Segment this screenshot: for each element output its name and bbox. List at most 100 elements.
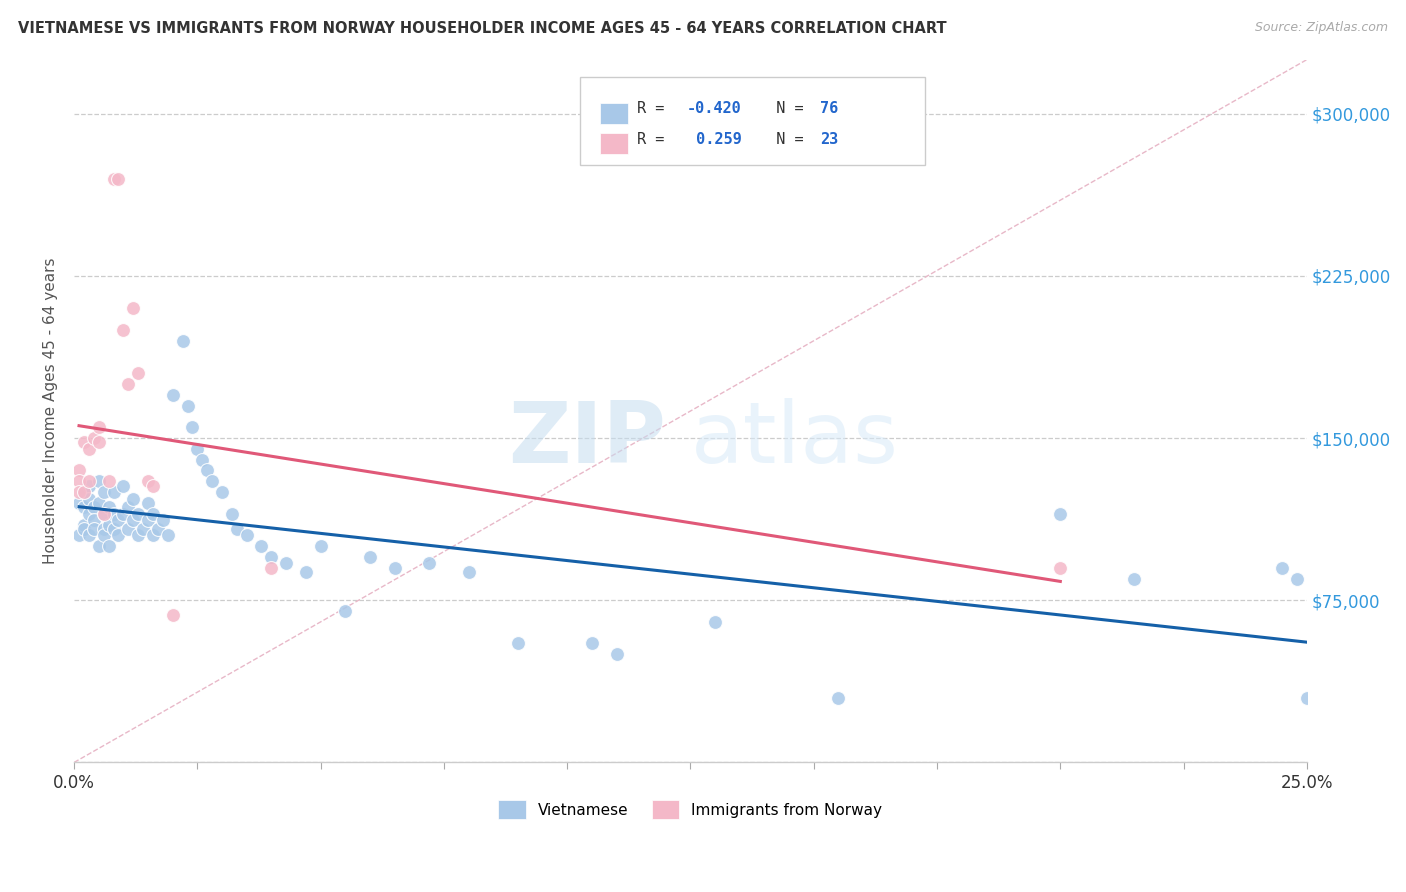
Point [112, 323, 135, 337]
Point [107, 528, 129, 542]
FancyBboxPatch shape [579, 78, 925, 165]
Point [83, 500, 105, 515]
Point [176, 399, 198, 413]
Point [87, 539, 110, 553]
Point [127, 528, 149, 542]
Point [67, 496, 90, 510]
Point [122, 491, 145, 506]
Bar [600, 103, 627, 124]
Point [142, 507, 165, 521]
Legend: Vietnamese, Immigrants from Norway: Vietnamese, Immigrants from Norway [492, 794, 889, 825]
Text: atlas: atlas [690, 398, 898, 481]
Point [77, 442, 100, 456]
Point [162, 608, 184, 623]
Point [93, 507, 115, 521]
Point [457, 565, 479, 579]
Point [97, 500, 120, 515]
Point [1049, 507, 1071, 521]
Point [127, 366, 149, 380]
Point [67, 475, 90, 489]
Point [107, 171, 129, 186]
Point [93, 485, 115, 500]
Point [117, 376, 139, 391]
Point [103, 171, 125, 186]
Point [142, 478, 165, 492]
Point [132, 522, 155, 536]
Point [295, 565, 318, 579]
Point [83, 522, 105, 536]
Point [1271, 561, 1294, 575]
Point [136, 475, 159, 489]
Point [1123, 572, 1146, 586]
Point [136, 496, 159, 510]
Text: N =: N = [758, 102, 813, 116]
Point [146, 522, 169, 536]
Point [122, 513, 145, 527]
Text: R =: R = [637, 102, 673, 116]
Point [359, 549, 381, 564]
Point [97, 517, 120, 532]
Point [191, 452, 214, 467]
Text: -0.420: -0.420 [686, 102, 741, 116]
Point [418, 557, 440, 571]
Point [103, 507, 125, 521]
Point [93, 522, 115, 536]
Point [581, 636, 603, 650]
Point [827, 690, 849, 705]
Point [93, 528, 115, 542]
Point [97, 539, 120, 553]
Point [276, 557, 298, 571]
Point [260, 561, 283, 575]
Bar [600, 134, 627, 154]
Point [67, 485, 90, 500]
Point [181, 420, 204, 434]
Point [195, 463, 218, 477]
Point [67, 463, 90, 477]
Text: 23: 23 [820, 131, 838, 146]
Point [87, 475, 110, 489]
Point [1285, 572, 1308, 586]
Point [605, 648, 627, 662]
Point [250, 539, 273, 553]
Point [93, 507, 115, 521]
Point [77, 478, 100, 492]
Point [152, 513, 174, 527]
Point [77, 491, 100, 506]
Point [162, 388, 184, 402]
Point [107, 513, 129, 527]
Point [335, 604, 357, 618]
Point [186, 442, 208, 456]
Text: R =: R = [637, 131, 673, 146]
Point [103, 485, 125, 500]
Point [201, 475, 224, 489]
Point [172, 334, 194, 348]
Point [309, 539, 332, 553]
Point [83, 513, 105, 527]
Point [73, 435, 96, 450]
Point [260, 549, 283, 564]
Point [156, 528, 179, 542]
Text: VIETNAMESE VS IMMIGRANTS FROM NORWAY HOUSEHOLDER INCOME AGES 45 - 64 YEARS CORRE: VIETNAMESE VS IMMIGRANTS FROM NORWAY HOU… [18, 21, 946, 36]
Point [127, 507, 149, 521]
Point [97, 475, 120, 489]
Point [67, 528, 90, 542]
Point [221, 507, 243, 521]
Text: N =: N = [758, 131, 813, 146]
Point [142, 528, 165, 542]
Point [225, 522, 247, 536]
Point [506, 636, 529, 650]
Point [136, 513, 159, 527]
Text: ZIP: ZIP [508, 398, 666, 481]
Point [77, 507, 100, 521]
Point [112, 478, 135, 492]
Point [73, 485, 96, 500]
Point [83, 431, 105, 445]
Point [384, 561, 406, 575]
Point [77, 528, 100, 542]
Point [117, 522, 139, 536]
Point [112, 507, 135, 521]
Y-axis label: Householder Income Ages 45 - 64 years: Householder Income Ages 45 - 64 years [44, 258, 58, 565]
Point [117, 500, 139, 515]
Point [704, 615, 727, 629]
Text: Source: ZipAtlas.com: Source: ZipAtlas.com [1254, 21, 1388, 34]
